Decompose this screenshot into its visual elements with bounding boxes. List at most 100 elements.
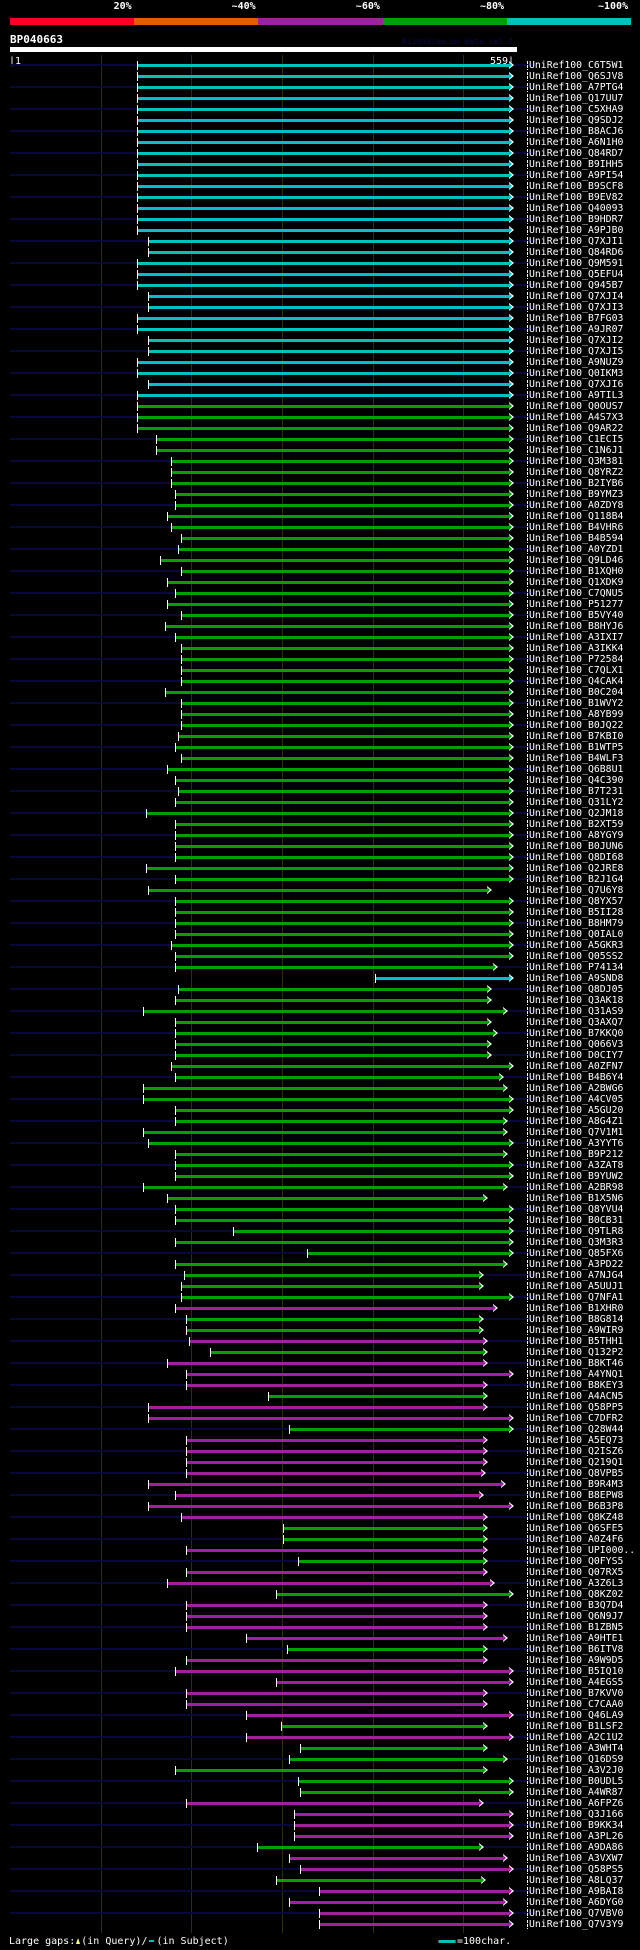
hit-label[interactable]: UniRef100_A3WHT4: [529, 1743, 624, 1754]
hit-label[interactable]: UniRef100_A3PD22: [529, 1259, 624, 1270]
hit-label[interactable]: UniRef100_A9TIL3: [529, 390, 624, 401]
hit-label[interactable]: UniRef100_A3Z6L3: [529, 1578, 624, 1589]
hit-label[interactable]: UniRef100_Q066V3: [529, 1039, 624, 1050]
hit-label[interactable]: UniRef100_B1WVY2: [529, 698, 624, 709]
hit-label[interactable]: UniRef100_Q31AS9: [529, 1006, 624, 1017]
hit-label[interactable]: UniRef100_Q945B7: [529, 280, 624, 291]
hit-label[interactable]: UniRef100_Q31LY2: [529, 797, 624, 808]
hit-label[interactable]: UniRef100_Q8YVU4: [529, 1204, 624, 1215]
hit-label[interactable]: UniRef100_A9DA86: [529, 1842, 624, 1853]
hit-label[interactable]: UniRef100_A9SND8: [529, 973, 624, 984]
hit-label[interactable]: UniRef100_Q4CAK4: [529, 676, 624, 687]
hit-label[interactable]: UniRef100_B2J1G4: [529, 874, 624, 885]
hit-label[interactable]: UniRef100_B7KVV0: [529, 1688, 624, 1699]
hit-label[interactable]: UniRef100_A9JR07: [529, 324, 624, 335]
hit-label[interactable]: UniRef100_B0CB31: [529, 1215, 624, 1226]
hit-label[interactable]: UniRef100_Q8DI68: [529, 852, 624, 863]
hit-label[interactable]: UniRef100_B0JQ22: [529, 720, 624, 731]
hit-label[interactable]: UniRef100_Q3M381: [529, 456, 624, 467]
hit-label[interactable]: UniRef100_B8G814: [529, 1314, 624, 1325]
hit-label[interactable]: UniRef100_B1XQH0: [529, 566, 624, 577]
hit-label[interactable]: UniRef100_B8KEY3: [529, 1380, 624, 1391]
hit-label[interactable]: UniRef100_Q219Q1: [529, 1457, 624, 1468]
hit-label[interactable]: UniRef100_A9PJB0: [529, 225, 624, 236]
hit-label[interactable]: UniRef100_B4VHR6: [529, 522, 624, 533]
hit-label[interactable]: UniRef100_Q7XJI3: [529, 302, 624, 313]
hit-label[interactable]: UniRef100_B2IYB6: [529, 478, 624, 489]
hit-label[interactable]: UniRef100_UPI000..: [529, 1545, 636, 1556]
hit-label[interactable]: UniRef100_Q7XJI6: [529, 379, 624, 390]
hit-label[interactable]: UniRef100_Q1XDK9: [529, 577, 624, 588]
hit-label[interactable]: UniRef100_Q0OUS7: [529, 401, 624, 412]
hit-label[interactable]: UniRef100_B9SCF8: [529, 181, 624, 192]
hit-label[interactable]: UniRef100_A9W9D5: [529, 1655, 624, 1666]
hit-label[interactable]: UniRef100_Q8KZ02: [529, 1589, 624, 1600]
hit-label[interactable]: UniRef100_B7KBI0: [529, 731, 624, 742]
hit-label[interactable]: UniRef100_Q84RD6: [529, 247, 624, 258]
hit-label[interactable]: UniRef100_A5EQ73: [529, 1435, 624, 1446]
hit-label[interactable]: UniRef100_A4YNQ1: [529, 1369, 624, 1380]
hit-label[interactable]: UniRef100_Q7XJI2: [529, 335, 624, 346]
hit-label[interactable]: UniRef100_B3Q7D4: [529, 1600, 624, 1611]
hit-label[interactable]: UniRef100_Q2ISZ6: [529, 1446, 624, 1457]
hit-label[interactable]: UniRef100_Q7XJI5: [529, 346, 624, 357]
hit-label[interactable]: UniRef100_B4WLF3: [529, 753, 624, 764]
hit-label[interactable]: UniRef100_Q6SFE5: [529, 1523, 624, 1534]
hit-label[interactable]: UniRef100_A3PL26: [529, 1831, 624, 1842]
hit-label[interactable]: UniRef100_Q9TLR8: [529, 1226, 624, 1237]
hit-label[interactable]: UniRef100_A9NUZ9: [529, 357, 624, 368]
hit-label[interactable]: UniRef100_Q7XJI1: [529, 236, 624, 247]
hit-label[interactable]: UniRef100_Q40093: [529, 203, 624, 214]
hit-label[interactable]: UniRef100_Q0IKM3: [529, 368, 624, 379]
hit-label[interactable]: UniRef100_B1ZBN5: [529, 1622, 624, 1633]
hit-label[interactable]: UniRef100_A3ZAT8: [529, 1160, 624, 1171]
hit-label[interactable]: UniRef100_B2XT59: [529, 819, 624, 830]
hit-label[interactable]: UniRef100_Q8KZ48: [529, 1512, 624, 1523]
hit-label[interactable]: UniRef100_B0UDL5: [529, 1776, 624, 1787]
hit-label[interactable]: UniRef100_A3V2J0: [529, 1765, 624, 1776]
hit-label[interactable]: UniRef100_B9IHH5: [529, 159, 624, 170]
hit-label[interactable]: UniRef100_B9P212: [529, 1149, 624, 1160]
hit-label[interactable]: UniRef100_Q7V3Y9: [529, 1919, 624, 1930]
hit-label[interactable]: UniRef100_B9R4M3: [529, 1479, 624, 1490]
hit-label[interactable]: UniRef100_B1LSF2: [529, 1721, 624, 1732]
hit-label[interactable]: UniRef100_A6FPZ6: [529, 1798, 624, 1809]
hit-label[interactable]: UniRef100_B8HYJ6: [529, 621, 624, 632]
hit-label[interactable]: UniRef100_A6N1H0: [529, 137, 624, 148]
hit-label[interactable]: UniRef100_A4S7X3: [529, 412, 624, 423]
hit-label[interactable]: UniRef100_Q58PP5: [529, 1402, 624, 1413]
hit-label[interactable]: UniRef100_B5II28: [529, 907, 624, 918]
hit-label[interactable]: UniRef100_Q3AXQ7: [529, 1017, 624, 1028]
hit-label[interactable]: UniRef100_Q7XJI4: [529, 291, 624, 302]
hit-label[interactable]: UniRef100_C5XHA9: [529, 104, 624, 115]
hit-label[interactable]: UniRef100_A9HTE1: [529, 1633, 624, 1644]
hit-label[interactable]: UniRef100_Q7VBV0: [529, 1908, 624, 1919]
hit-label[interactable]: UniRef100_C1ECI5: [529, 434, 624, 445]
hit-label[interactable]: UniRef100_A9BAI8: [529, 1886, 624, 1897]
hit-label[interactable]: UniRef100_B0JUN6: [529, 841, 624, 852]
hit-label[interactable]: UniRef100_Q2JRE8: [529, 863, 624, 874]
hit-label[interactable]: UniRef100_Q07RX5: [529, 1567, 624, 1578]
hit-label[interactable]: UniRef100_B9YUW2: [529, 1171, 624, 1182]
hit-label[interactable]: UniRef100_A3IXI7: [529, 632, 624, 643]
hit-label[interactable]: UniRef100_C7DFR2: [529, 1413, 624, 1424]
hit-label[interactable]: UniRef100_Q85FX6: [529, 1248, 624, 1259]
hit-label[interactable]: UniRef100_A5GKR3: [529, 940, 624, 951]
hit-label[interactable]: UniRef100_B4B6Y4: [529, 1072, 624, 1083]
hit-label[interactable]: UniRef100_C7QLX1: [529, 665, 624, 676]
hit-label[interactable]: UniRef100_A3YYT6: [529, 1138, 624, 1149]
hit-label[interactable]: UniRef100_Q7U6Y8: [529, 885, 624, 896]
hit-label[interactable]: UniRef100_A4ACN5: [529, 1391, 624, 1402]
hit-label[interactable]: UniRef100_A5GU20: [529, 1105, 624, 1116]
hit-label[interactable]: UniRef100_A4EGS5: [529, 1677, 624, 1688]
hit-label[interactable]: UniRef100_B8HM79: [529, 918, 624, 929]
hit-label[interactable]: UniRef100_Q28W44: [529, 1424, 624, 1435]
hit-label[interactable]: UniRef100_P51277: [529, 599, 624, 610]
hit-label[interactable]: UniRef100_Q0IAL0: [529, 929, 624, 940]
hit-label[interactable]: UniRef100_B9KK34: [529, 1820, 624, 1831]
hit-label[interactable]: UniRef100_Q7NFA1: [529, 1292, 624, 1303]
hit-label[interactable]: UniRef100_A3IKK4: [529, 643, 624, 654]
hit-label[interactable]: UniRef100_A4CV05: [529, 1094, 624, 1105]
hit-label[interactable]: UniRef100_A2C1U2: [529, 1732, 624, 1743]
hit-label[interactable]: UniRef100_C7QNU5: [529, 588, 624, 599]
